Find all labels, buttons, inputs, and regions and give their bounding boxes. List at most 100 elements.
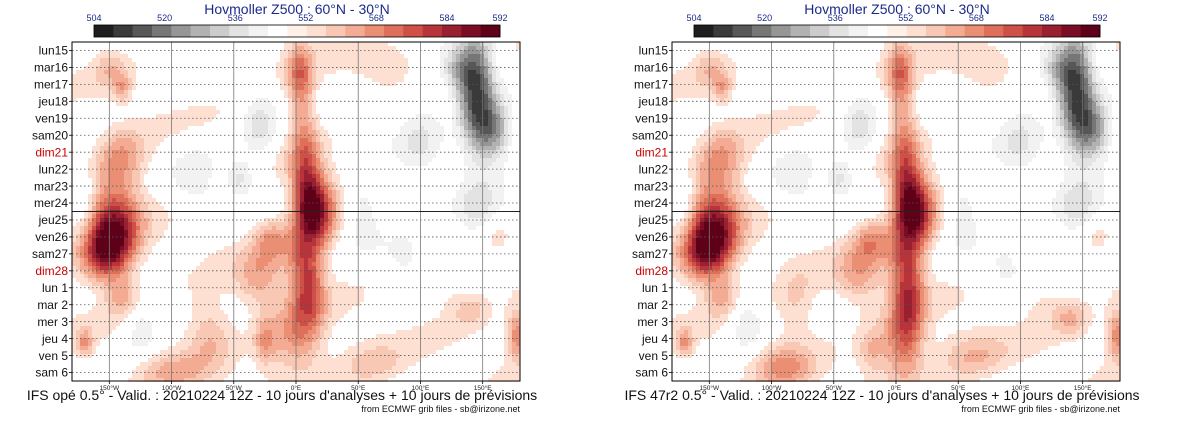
heat-cell — [316, 78, 320, 82]
heat-cell — [312, 294, 316, 298]
heat-cell — [512, 174, 516, 178]
heat-cell — [376, 198, 380, 202]
heat-cell — [96, 270, 100, 274]
heat-cell — [104, 262, 108, 266]
heat-cell — [84, 70, 88, 74]
heat-cell — [308, 162, 312, 166]
heat-cell — [116, 194, 120, 198]
heat-cell — [288, 62, 292, 66]
heat-cell — [420, 174, 424, 178]
heat-cell — [104, 146, 108, 150]
heat-cell — [116, 78, 120, 82]
heat-cell — [436, 190, 440, 194]
heat-cell — [204, 74, 208, 78]
heat-cell — [200, 122, 204, 126]
heat-cell — [184, 150, 188, 154]
heat-cell — [104, 218, 108, 222]
heat-cell — [512, 82, 516, 86]
heat-cell — [352, 54, 356, 58]
heat-cell — [376, 234, 380, 238]
heat-cell — [332, 274, 336, 278]
heat-cell — [424, 222, 428, 226]
heat-cell — [464, 190, 468, 194]
heat-cell — [204, 294, 208, 298]
heat-cell — [300, 262, 304, 266]
heat-cell — [276, 162, 280, 166]
heat-cell — [208, 262, 212, 266]
heat-cell — [388, 50, 392, 54]
heat-cell — [312, 254, 316, 258]
heat-cell — [144, 254, 148, 258]
heat-cell — [484, 218, 488, 222]
heat-cell — [192, 166, 196, 170]
heat-cell — [244, 154, 248, 158]
heat-cell — [140, 174, 144, 178]
heat-cell — [228, 166, 232, 170]
heat-cell — [132, 170, 136, 174]
heat-cell — [492, 66, 496, 70]
heat-cell — [92, 246, 96, 250]
heat-cell — [156, 202, 160, 206]
heat-cell — [264, 230, 268, 234]
heat-cell — [132, 290, 136, 294]
heat-cell — [244, 170, 248, 174]
heat-cell — [72, 226, 76, 230]
heat-cell — [304, 254, 308, 258]
heat-cell — [104, 230, 108, 234]
heat-cell — [180, 118, 184, 122]
heat-cell — [512, 126, 516, 130]
heat-cell — [224, 162, 228, 166]
heat-cell — [316, 250, 320, 254]
heat-cell — [136, 158, 140, 162]
heat-cell — [336, 306, 340, 310]
heat-cell — [500, 178, 504, 182]
heat-cell — [444, 306, 448, 310]
heat-cell — [148, 206, 152, 210]
heat-cell — [136, 238, 140, 242]
heat-cell — [400, 134, 404, 138]
heat-cell — [216, 274, 220, 278]
heat-cell — [236, 206, 240, 210]
heat-cell — [516, 42, 520, 46]
heat-cell — [276, 102, 280, 106]
heat-cell — [296, 286, 300, 290]
heat-cell — [200, 114, 204, 118]
heat-cell — [264, 198, 268, 202]
heat-cell — [464, 138, 468, 142]
heat-cell — [292, 42, 296, 46]
heat-cell — [508, 78, 512, 82]
heat-cell — [452, 118, 456, 122]
heat-cell — [184, 82, 188, 86]
heat-cell — [436, 82, 440, 86]
colorbar-tick-label: 592 — [492, 13, 507, 23]
heat-cell — [488, 218, 492, 222]
heat-cell — [116, 202, 120, 206]
heat-cell — [144, 126, 148, 130]
heat-cell — [324, 254, 328, 258]
heat-cell — [488, 150, 492, 154]
heat-cell — [432, 154, 436, 158]
heat-cell — [496, 110, 500, 114]
heat-cell — [204, 278, 208, 282]
heat-cell — [448, 42, 452, 46]
heat-cell — [416, 142, 420, 146]
heat-cell — [412, 218, 416, 222]
heat-cell — [120, 146, 124, 150]
heat-cell — [124, 98, 128, 102]
heat-cell — [192, 202, 196, 206]
heat-cell — [228, 178, 232, 182]
heat-cell — [244, 182, 248, 186]
heat-cell — [328, 66, 332, 70]
heat-cell — [292, 198, 296, 202]
heat-cell — [284, 70, 288, 74]
heat-cell — [308, 230, 312, 234]
heat-cell — [108, 226, 112, 230]
heat-cell — [276, 302, 280, 306]
heat-cell — [124, 282, 128, 286]
heat-cell — [504, 170, 508, 174]
heat-cell — [132, 234, 136, 238]
heat-cell — [240, 106, 244, 110]
heat-cell — [280, 122, 284, 126]
heat-cell — [292, 278, 296, 282]
heat-cell — [476, 166, 480, 170]
